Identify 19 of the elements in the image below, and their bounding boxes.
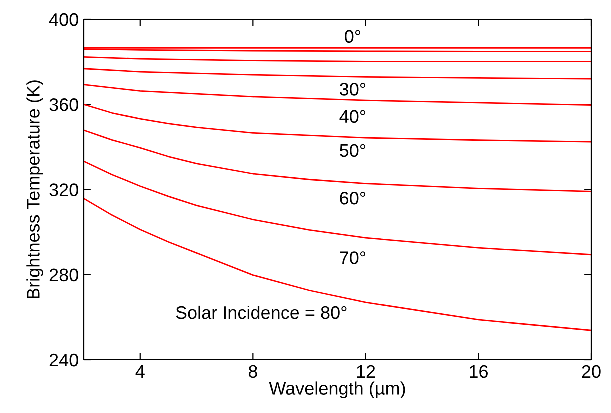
y-axis-title: Brightness Temperature (K) — [26, 80, 44, 298]
annotation: 50° — [340, 144, 366, 158]
annotation: 70° — [340, 252, 366, 264]
annotation: 0° — [345, 30, 361, 44]
x-tick-label: 4 — [136, 366, 145, 378]
x-tick-label: 8 — [248, 365, 258, 378]
annotation: 40° — [340, 110, 366, 124]
x-axis-title: Wavelength (µm) — [269, 382, 406, 399]
y-tick-label: 280 — [50, 268, 78, 282]
y-tick-label: 240 — [50, 354, 78, 367]
x-tick-label: 20 — [582, 365, 601, 378]
x-tick-label: 16 — [470, 365, 488, 378]
annotation: Solar Incidence = 80° — [176, 306, 347, 320]
annotation: 30° — [340, 83, 366, 96]
x-tick-label: 12 — [357, 365, 376, 378]
y-tick-label: 360 — [50, 98, 78, 112]
y-tick-label: 400 — [49, 13, 78, 26]
y-tick-label: 320 — [50, 184, 78, 196]
annotation: 60° — [340, 192, 366, 205]
